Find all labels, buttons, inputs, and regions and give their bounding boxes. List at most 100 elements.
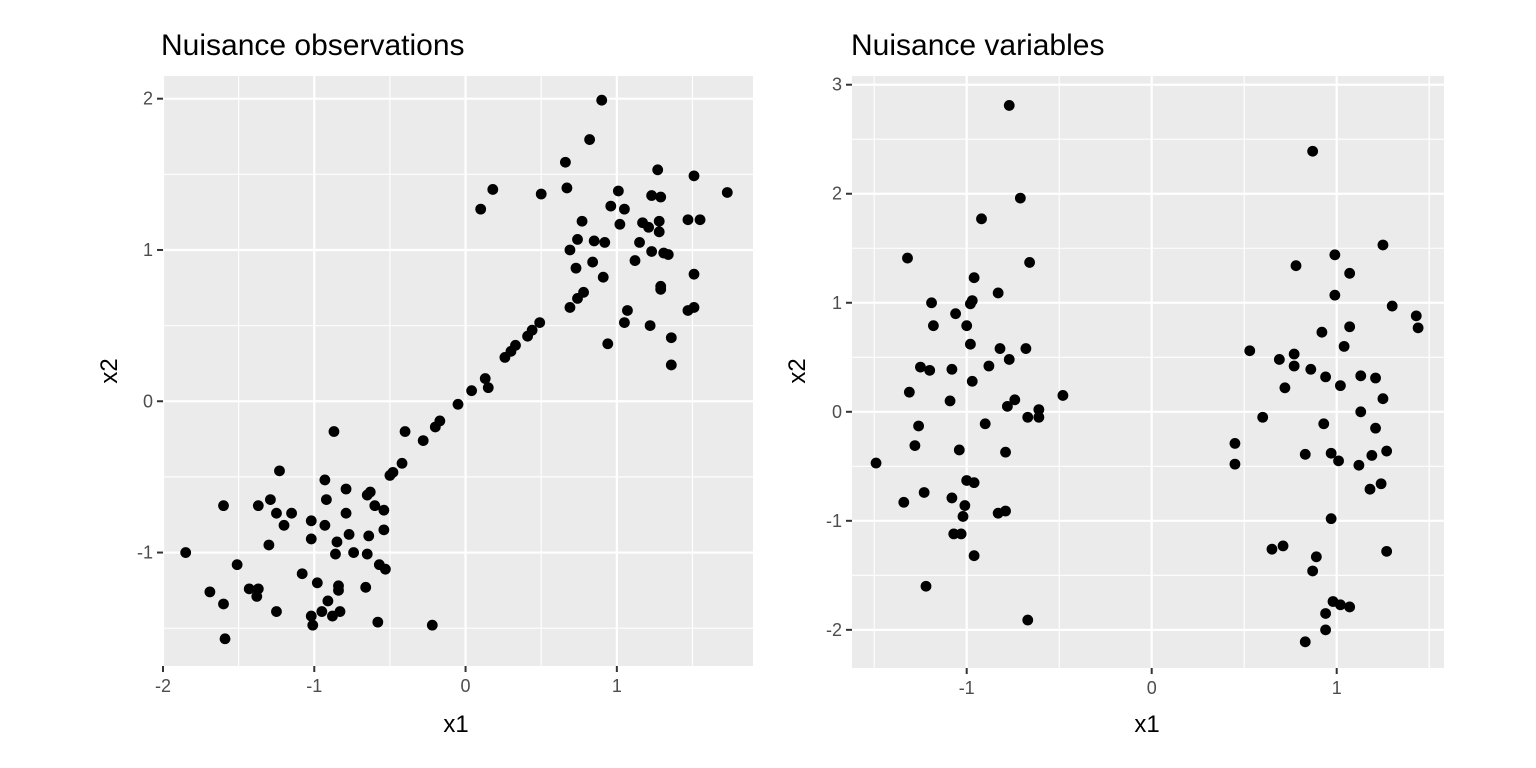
data-point <box>466 385 478 397</box>
data-point <box>560 156 571 168</box>
y-tick-label: -1 <box>826 511 842 531</box>
data-point <box>665 332 677 344</box>
x-tick-label: 0 <box>1147 678 1157 698</box>
data-point <box>915 361 926 373</box>
data-point <box>384 469 396 481</box>
data-point <box>1344 601 1356 613</box>
data-point <box>348 547 360 558</box>
y-tick-label: 1 <box>143 240 153 260</box>
data-point <box>992 507 1004 519</box>
data-point <box>992 287 1004 299</box>
data-point <box>976 213 987 225</box>
data-point <box>218 598 229 610</box>
data-point <box>913 420 924 432</box>
data-point <box>1355 370 1367 382</box>
data-point <box>1290 260 1302 272</box>
data-point <box>479 373 491 384</box>
data-point <box>263 539 275 551</box>
data-point <box>243 583 255 595</box>
data-point <box>1377 393 1389 405</box>
data-point <box>180 547 192 558</box>
data-point <box>378 524 390 536</box>
data-point <box>1344 267 1356 279</box>
data-point <box>452 398 464 410</box>
plot-area: -1 0 1 -2 -1 0 1 2 3 <box>826 75 1444 698</box>
data-point <box>903 386 915 398</box>
data-point <box>961 320 973 332</box>
data-point <box>1370 372 1381 384</box>
data-point <box>278 519 290 531</box>
y-axis-title: x2 <box>784 358 811 383</box>
y-tick-label: 3 <box>832 75 842 95</box>
data-point <box>231 559 243 571</box>
data-point <box>316 606 328 617</box>
data-point <box>570 262 582 274</box>
x-tick-label: 0 <box>461 676 471 696</box>
data-point <box>219 633 231 645</box>
data-point <box>330 548 341 560</box>
data-point <box>682 214 694 226</box>
data-point <box>655 191 667 203</box>
data-point <box>522 330 533 342</box>
y-tick-label: 0 <box>143 391 153 411</box>
data-point <box>1020 343 1032 354</box>
data-point <box>1386 300 1398 312</box>
data-point <box>218 500 229 512</box>
data-point <box>965 298 976 310</box>
data-point <box>870 457 882 469</box>
data-point <box>252 500 264 512</box>
data-point <box>1325 447 1337 459</box>
data-point <box>1305 363 1317 375</box>
data-point <box>1057 390 1069 401</box>
data-point <box>1320 371 1331 383</box>
chart-title: Nuisance observations <box>161 29 465 62</box>
data-point <box>499 351 511 363</box>
data-point <box>572 292 583 304</box>
data-point <box>968 477 980 489</box>
data-point <box>1320 624 1331 636</box>
data-point <box>296 568 308 580</box>
data-point <box>983 360 995 372</box>
y-tick-label: 2 <box>832 184 842 204</box>
data-point <box>475 203 487 215</box>
data-point <box>619 203 630 215</box>
x-tick-label: 1 <box>612 676 622 696</box>
data-point <box>1014 192 1026 204</box>
data-point <box>1335 380 1346 392</box>
data-point <box>1412 322 1424 334</box>
data-point <box>343 528 355 540</box>
data-point <box>587 256 599 268</box>
data-point <box>622 305 633 316</box>
data-point <box>333 584 344 596</box>
x-tick-label: 1 <box>1332 678 1342 698</box>
data-point <box>1229 438 1241 449</box>
y-tick-label: 0 <box>832 402 842 422</box>
data-point <box>596 94 608 106</box>
data-point <box>634 237 645 248</box>
data-point <box>482 382 494 394</box>
data-point <box>327 610 338 622</box>
data-point <box>968 272 980 284</box>
data-point <box>646 190 658 201</box>
data-point <box>644 320 656 332</box>
panel-nuisance-observations: -2 -1 0 1 -1 0 1 2 Nuisance observations x1 x2 <box>96 29 753 738</box>
data-point <box>1299 636 1311 648</box>
data-point <box>619 317 630 328</box>
x-axis-title: x1 <box>443 711 468 738</box>
data-point <box>379 563 391 575</box>
data-point <box>1310 551 1322 563</box>
data-point <box>955 528 967 540</box>
data-point <box>909 440 921 451</box>
data-point <box>1003 354 1015 365</box>
data-point <box>1364 483 1376 495</box>
data-point <box>1022 614 1034 626</box>
data-point <box>305 533 317 545</box>
data-point <box>369 500 381 512</box>
data-point <box>378 504 390 516</box>
data-point <box>363 530 375 542</box>
data-point <box>1370 422 1381 434</box>
data-point <box>1279 382 1291 394</box>
data-point <box>1320 608 1331 619</box>
y-tick-label: -2 <box>826 620 842 640</box>
